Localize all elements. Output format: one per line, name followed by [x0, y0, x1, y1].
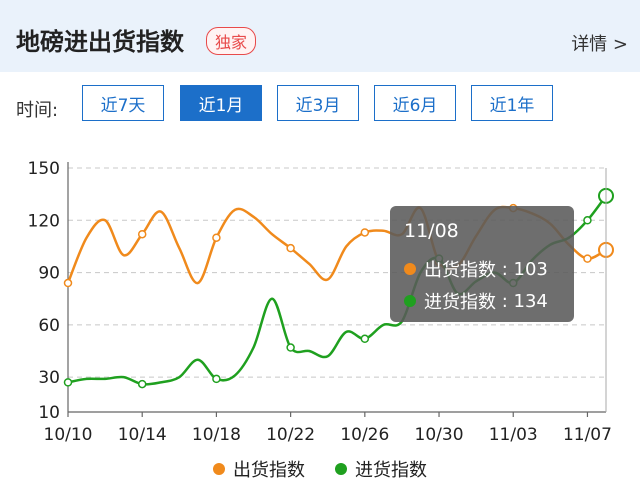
range-7d-button[interactable]: 近7天	[82, 85, 164, 121]
tooltip-in-value: 134	[513, 290, 548, 312]
in-series-point	[583, 216, 592, 225]
legend-in-label: 进货指数	[355, 460, 427, 481]
in-series-point	[212, 374, 221, 384]
tooltip-out-dot	[404, 263, 416, 275]
legend-out-dot	[213, 463, 225, 475]
tooltip-out-label: 出货指数	[424, 260, 496, 281]
in-series-point	[286, 343, 295, 352]
chart-tooltip: 11/08 出货指数 : 103 进货指数 : 134	[390, 206, 574, 322]
y-tick-label: 120	[28, 211, 60, 231]
page-title: 地磅进出货指数	[16, 28, 184, 56]
tooltip-row-in: 进货指数 : 134	[404, 288, 548, 314]
y-tick-label: 60	[38, 316, 60, 336]
tooltip-out-value: 103	[513, 258, 548, 280]
range-1y-button[interactable]: 近1年	[471, 85, 553, 121]
x-tick-label: 10/10	[44, 425, 93, 445]
tooltip-out-sep: :	[496, 258, 514, 280]
y-tick-label: 150	[28, 159, 60, 179]
x-tick-label: 10/18	[192, 425, 241, 445]
x-tick-label: 11/03	[489, 425, 538, 445]
out-series-point	[286, 243, 295, 253]
legend-in-dot	[335, 463, 347, 475]
legend-item-in[interactable]: 进货指数	[335, 456, 427, 482]
y-tick-label: 10	[38, 403, 60, 423]
range-1m-button[interactable]: 近1月	[180, 85, 262, 121]
in-series-point	[137, 379, 147, 389]
tooltip-in-dot	[404, 295, 416, 307]
out-series-point	[583, 254, 592, 263]
time-filter-label: 时间:	[16, 100, 59, 121]
x-tick-label: 11/07	[563, 425, 612, 445]
tooltip-date: 11/08	[404, 220, 459, 242]
out-series-point	[360, 228, 370, 237]
tooltip-in-label: 进货指数	[424, 292, 496, 313]
in-series-point	[63, 378, 73, 387]
x-tick-label: 10/22	[266, 425, 315, 445]
legend-item-out[interactable]: 出货指数	[213, 456, 305, 482]
legend-out-label: 出货指数	[233, 460, 305, 481]
x-tick-label: 10/14	[118, 425, 167, 445]
in-series-point	[360, 334, 370, 344]
tooltip-in-sep: :	[496, 290, 514, 312]
header-bar: 地磅进出货指数 独家 详情 >	[0, 0, 640, 72]
detail-link[interactable]: 详情 >	[571, 34, 628, 55]
range-6m-button[interactable]: 近6月	[374, 85, 456, 121]
exclusive-badge: 独家	[206, 27, 257, 55]
out-series-point	[137, 229, 147, 239]
range-3m-button[interactable]: 近3月	[277, 85, 359, 121]
chart-legend: 出货指数 进货指数	[0, 456, 640, 482]
x-tick-label: 10/30	[415, 425, 464, 445]
out-series-point	[212, 233, 221, 242]
y-tick-label: 90	[38, 264, 60, 284]
out-series-point	[63, 278, 73, 288]
x-tick-label: 10/26	[340, 425, 389, 445]
tooltip-row-out: 出货指数 : 103	[404, 256, 548, 282]
y-tick-label: 30	[38, 368, 60, 388]
